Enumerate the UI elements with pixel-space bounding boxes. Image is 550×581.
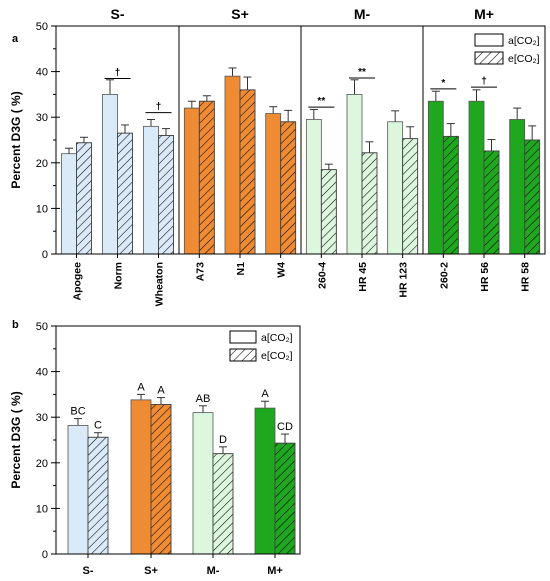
- panel-b-x-tick-label: S+: [144, 565, 158, 577]
- panel-a-legend-swatch-ambient: [474, 33, 504, 47]
- panel-b-bar-ambient: [130, 399, 152, 555]
- panel-a-bar-ambient: [387, 121, 404, 255]
- panel-b-bar-hatch: [212, 453, 234, 555]
- panel-a-y-tick-label: 10: [36, 203, 48, 215]
- panel-b-label: b: [12, 319, 19, 331]
- panel-a-group-heading: M+: [474, 6, 494, 22]
- panel-a-significance-mark: †: [156, 102, 162, 113]
- panel-b-letter-label: CD: [277, 421, 293, 433]
- panel-a-y-tick-label: 20: [36, 158, 48, 170]
- panel-a-bar-ambient: [265, 113, 282, 255]
- panel-a-bar-hatch: [320, 169, 337, 255]
- panel-b-legend-label-ambient: a[CO₂]: [261, 332, 293, 344]
- panel-b-y-tick-label: 10: [36, 503, 48, 515]
- panel-a-bar-hatch: [442, 135, 459, 255]
- panel-a-x-tick-label: W4: [276, 262, 288, 278]
- panel-a-label: a: [12, 33, 19, 45]
- panel-b-y-tick-label: 20: [36, 458, 48, 470]
- panel-b-x-tick-label: M-: [207, 565, 220, 577]
- panel-b-letter-label: A: [261, 388, 269, 400]
- panel-a-x-tick-label: 260-4: [316, 262, 328, 289]
- panel-a-significance-mark: **: [317, 96, 325, 107]
- panel-b-y-tick-label: 0: [42, 549, 48, 561]
- panel-b-bar-ambient: [67, 425, 89, 555]
- panel-a-significance-mark: †: [115, 67, 121, 78]
- panel-a-bar-ambient: [427, 100, 444, 255]
- panel-a-bar-hatch: [76, 142, 92, 255]
- panel-a-x-tick-label: 260-2: [438, 262, 450, 289]
- panel-a-y-tick-label: 40: [36, 67, 48, 79]
- panel-b-bar-ambient: [254, 407, 276, 555]
- panel-b-legend-label-elevated: e[CO₂]: [261, 350, 293, 362]
- panel-a-bar-hatch: [483, 150, 500, 255]
- panel-b-y-tick-label: 40: [36, 367, 48, 379]
- panel-b-letter-label: C: [94, 420, 102, 432]
- panel-b-y-axis-label: Percent D3G ( %): [9, 391, 23, 488]
- panel-a-x-tick-label: Apogee: [72, 262, 84, 301]
- panel-a-y-tick-label: 0: [42, 249, 48, 261]
- panel-a-bar-ambient: [346, 94, 363, 255]
- panel-a-bar-ambient: [143, 125, 159, 255]
- panel-b-bar-ambient: [192, 412, 214, 555]
- panel-a-bar-ambient: [224, 75, 241, 255]
- panel-a-x-tick-label: Wheaton: [154, 262, 166, 306]
- panel-b-y-tick-label: 50: [36, 321, 48, 333]
- panel-a-group-heading: M-: [354, 6, 371, 22]
- panel-a-bar-ambient: [305, 119, 322, 255]
- panel-a-chart: 0 10 20 30 40 50 Percent D3G ( %) Apogee Norm Whe…: [9, 6, 546, 306]
- panel-a-y-tick-label: 50: [36, 21, 48, 33]
- panel-b-bar-hatch: [150, 404, 172, 555]
- panel-a-bar-ambient: [102, 94, 118, 255]
- panel-b-letter-label: A: [137, 381, 145, 393]
- panel-a-bar-hatch: [524, 139, 541, 255]
- panel-a-bar-hatch: [239, 89, 256, 255]
- panel-a-x-tick-label: HR 56: [479, 262, 491, 292]
- panel-b-letter-label: BC: [70, 406, 85, 418]
- panel-b-bar-hatch: [87, 436, 109, 555]
- panel-a-legend-label-elevated: e[CO₂]: [508, 53, 540, 65]
- panel-a-y-axis-label: Percent D3G ( %): [9, 91, 23, 188]
- panel-a-significance-mark: *: [441, 78, 445, 89]
- panel-b-x-tick-label: S-: [83, 565, 94, 577]
- panel-a-bar-ambient: [509, 119, 526, 255]
- panel-a-group-heading: S-: [111, 6, 125, 22]
- panel-a-significance-mark: †: [481, 76, 487, 87]
- panel-b-legend-swatch-ambient: [229, 330, 257, 344]
- panel-a-x-tick-label: A73: [194, 262, 206, 281]
- panel-a-bar-ambient: [468, 100, 485, 255]
- panel-a-bar-hatch: [402, 138, 419, 255]
- panel-a-bar-hatch: [361, 152, 378, 255]
- panel-b-letter-label: A: [157, 385, 165, 397]
- panel-a-legend-label-ambient: a[CO₂]: [508, 35, 540, 47]
- panel-b-y-tick-label: 30: [36, 412, 48, 424]
- panel-b-legend-swatch-elevated: [229, 348, 257, 362]
- panel-b-letter-label: AB: [196, 393, 211, 405]
- panel-a-group-heading: S+: [231, 6, 249, 22]
- panel-b-bar-hatch: [274, 442, 296, 555]
- panel-a-legend-swatch-elevated: [474, 51, 504, 65]
- panel-a-bar-hatch: [280, 121, 297, 255]
- panel-a-bar-hatch: [158, 135, 174, 255]
- panel-a-x-tick-label: HR 45: [357, 262, 369, 292]
- panel-a-bar-hatch: [198, 100, 215, 255]
- panel-a-bar-hatch: [117, 132, 133, 255]
- panel-b-x-tick-label: M+: [267, 565, 283, 577]
- panel-a-x-tick-label: N1: [235, 262, 247, 276]
- panel-a-x-tick-label: Norm: [113, 262, 125, 289]
- panel-a-x-tick-label: HR 58: [520, 262, 532, 292]
- panel-a-bar-ambient: [183, 107, 200, 255]
- panel-a-x-tick-label: HR 123: [398, 262, 410, 298]
- panel-b-letter-label: D: [219, 434, 227, 446]
- panel-a-y-tick-label: 30: [36, 112, 48, 124]
- panel-a-significance-mark: **: [358, 67, 366, 78]
- panel-a-bar-ambient: [61, 153, 77, 255]
